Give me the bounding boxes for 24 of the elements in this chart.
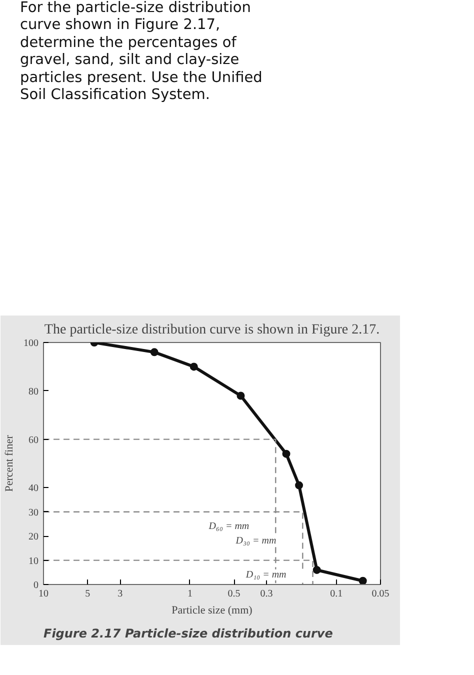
x-tick-label: 1 bbox=[187, 588, 192, 600]
y-tick-label: 30 bbox=[28, 507, 38, 518]
y-tick-label: 10 bbox=[28, 556, 38, 567]
caption: Figure 2.17 Particle-size distribution curve bbox=[44, 626, 333, 640]
y-tick-label: 0 bbox=[34, 580, 38, 591]
chart-title: For the particle-size distribution curve shown in Figure 2.17, determine the percentages of gravel, sand, silt and clay-size particles present. Use the Unified Soil Classification System. bbox=[20, 0, 262, 104]
y-tick-label: 100 bbox=[24, 338, 38, 349]
x-tick-label: 5 bbox=[85, 588, 90, 600]
annotation: D₁₀ = mm bbox=[244, 569, 286, 580]
chart-subtitle: The particle-size distribution curve is shown in Figure 2.17. bbox=[44, 322, 380, 338]
x-tick-label: 0.5 bbox=[228, 588, 240, 600]
x-tick-label: 10 bbox=[38, 588, 48, 600]
y-tick-label: 60 bbox=[28, 434, 38, 446]
x-tick-label: 0.05 bbox=[372, 588, 390, 600]
y-tick-label: 80 bbox=[28, 386, 38, 398]
annotation: D₃₀ = mm bbox=[234, 535, 276, 546]
x-tick-label: 0.3 bbox=[260, 588, 273, 600]
y-tick-label: 40 bbox=[28, 483, 38, 494]
x-axis-title: Particle size (mm) bbox=[172, 604, 253, 616]
x-tick-label: 3 bbox=[118, 588, 123, 600]
x-tick-label: 0.1 bbox=[330, 588, 343, 600]
y-axis-title: Percent finer bbox=[4, 434, 16, 492]
y-tick-label: 20 bbox=[28, 532, 38, 543]
annotation: D₆₀ = mm bbox=[208, 520, 250, 532]
